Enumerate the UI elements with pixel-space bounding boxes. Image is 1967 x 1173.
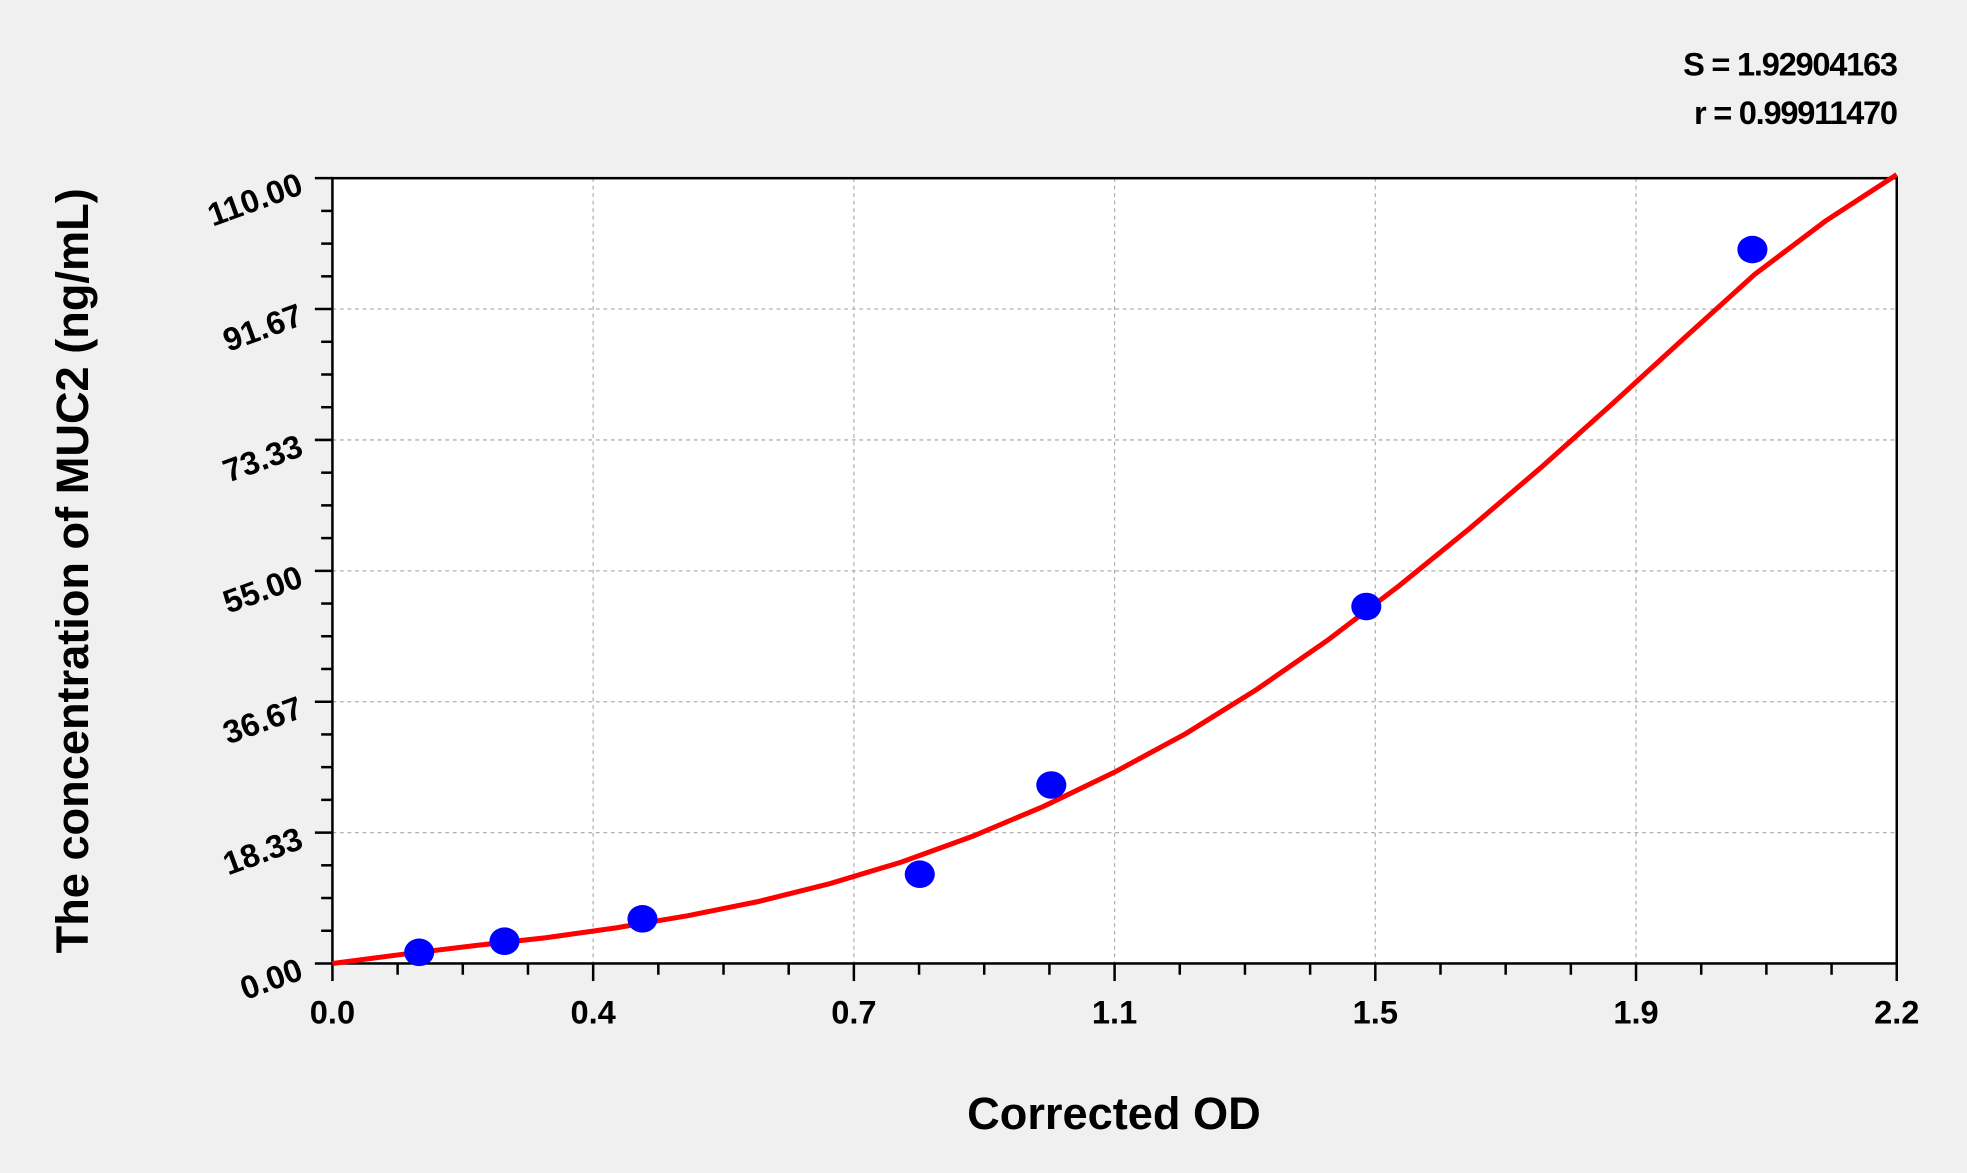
data-point	[904, 860, 935, 889]
fit-curve	[332, 172, 1899, 966]
y-tick-label: 18.33	[218, 819, 307, 882]
ticks	[314, 176, 1899, 982]
x-axis-label: Corrected OD	[967, 1088, 1261, 1139]
y-tick-label: 91.67	[218, 296, 307, 359]
data-points	[404, 235, 1768, 967]
grid	[332, 178, 1897, 964]
y-axis-label: The concentration of MUC2 (ng/mL)	[47, 188, 98, 953]
x-tick-label: 1.5	[1353, 994, 1398, 1031]
x-tick-label: 2.2	[1874, 994, 1919, 1031]
s-annotation: S = 1.92904163	[1683, 45, 1897, 82]
data-point	[1036, 771, 1067, 799]
r-annotation: r = 0.99911470	[1694, 94, 1897, 131]
plot-frame	[331, 176, 1899, 965]
x-tick-label: 0.7	[831, 994, 876, 1031]
x-tick-label: 1.9	[1613, 994, 1658, 1031]
x-tick-label: 0.4	[570, 994, 615, 1031]
data-point	[1351, 592, 1382, 621]
y-tick-label: 110.00	[203, 165, 308, 233]
y-tick-label: 0.00	[235, 950, 307, 1006]
x-tick-label: 1.1	[1092, 994, 1137, 1031]
data-point	[404, 938, 435, 967]
y-tick-labels: 0.00 18.33 36.67 55.00 73.33 91.67 110.00	[203, 165, 308, 1007]
y-tick-label: 36.67	[218, 689, 307, 752]
x-tick-label: 0.0	[310, 994, 355, 1031]
y-tick-label: 73.33	[218, 427, 307, 490]
data-point	[489, 927, 520, 955]
data-point	[1737, 235, 1768, 264]
data-point	[627, 905, 658, 933]
y-tick-label: 55.00	[218, 558, 307, 621]
x-tick-labels: 0.0 0.4 0.7 1.1 1.5 1.9 2.2	[310, 994, 1920, 1031]
